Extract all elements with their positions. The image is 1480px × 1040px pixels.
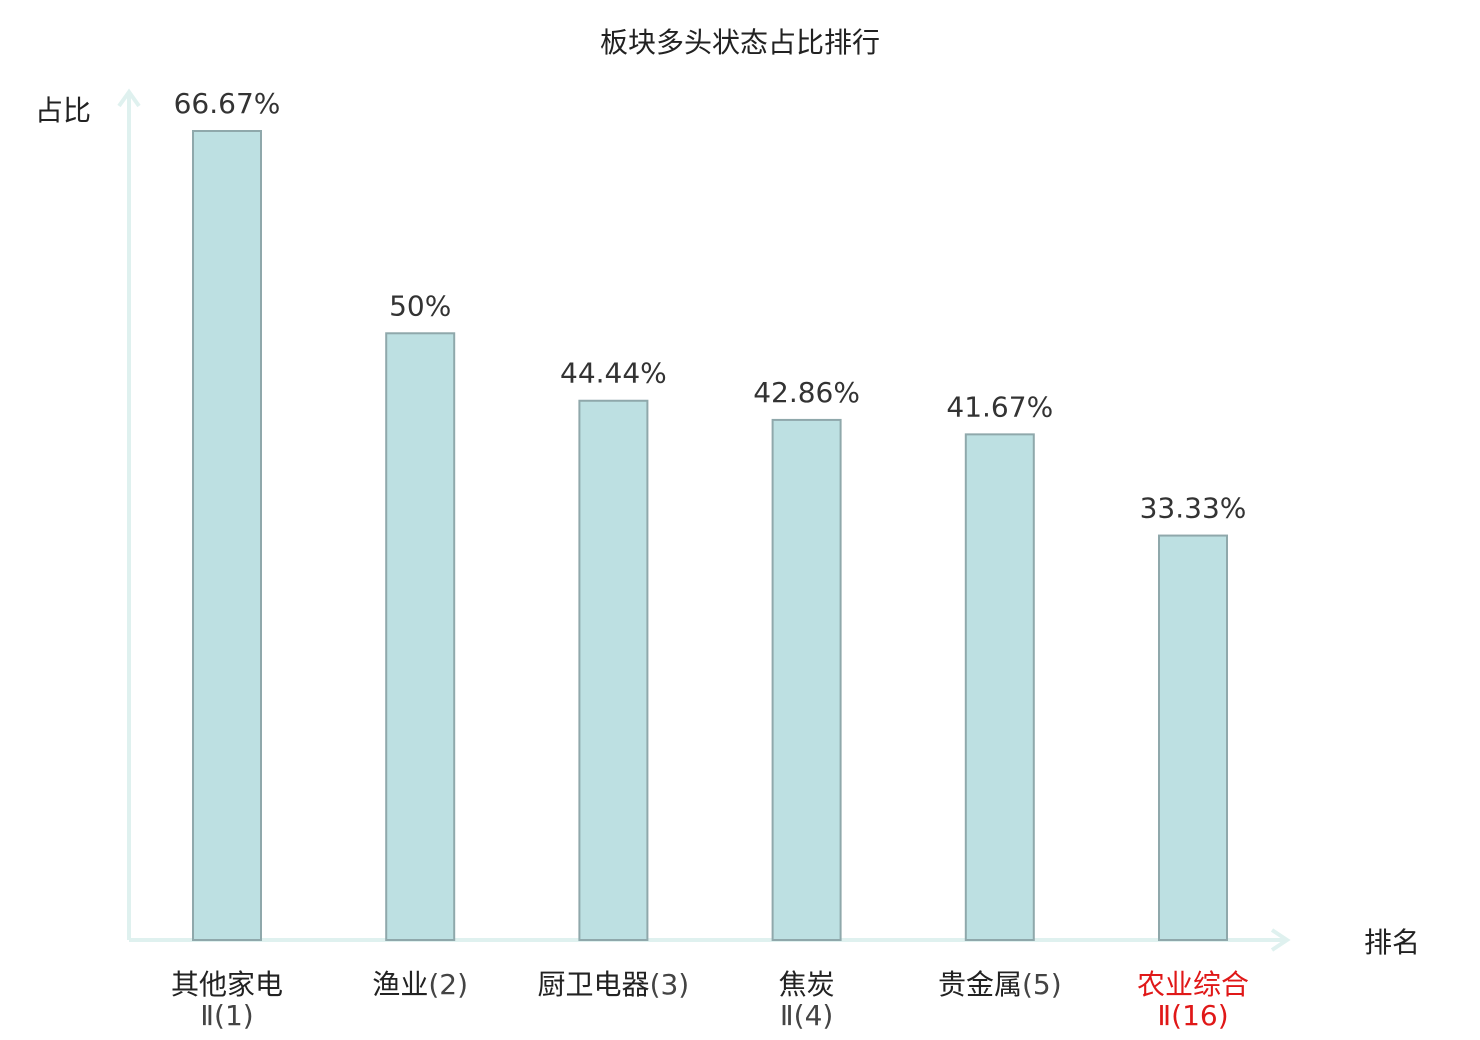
x-tick-rank: Ⅱ(4): [780, 999, 833, 1032]
value-label: 66.67%: [174, 87, 281, 120]
x-tick-name: 农业综合: [1137, 968, 1249, 1001]
x-tick-label: 渔业(2): [372, 968, 468, 1001]
bar: [1158, 534, 1228, 941]
x-tick-name: 焦炭: [779, 968, 835, 1001]
value-label: 42.86%: [753, 376, 860, 409]
category-labels-group: 其他家电 Ⅱ(1) 渔业(2) 厨卫电器(3) 焦炭 Ⅱ(4) 贵金属(5) 农业综合 Ⅱ(16…: [171, 968, 1249, 1032]
x-tick-rank: Ⅱ(16): [1157, 999, 1228, 1032]
x-tick-rank: (2): [428, 968, 468, 1001]
x-tick-label: 焦炭 Ⅱ(4): [779, 968, 835, 1032]
x-tick-name: 其他家电: [171, 968, 283, 1001]
x-tick-label: 农业综合 Ⅱ(16): [1137, 968, 1249, 1032]
value-label: 50%: [389, 289, 451, 322]
y-axis-label: 占比: [35, 94, 91, 127]
bar: [578, 399, 649, 941]
value-label: 33.33%: [1140, 492, 1247, 525]
x-tick-name: 厨卫电器: [538, 968, 650, 1001]
y-axis-arrow: [117, 88, 141, 108]
chart-title: 板块多头状态占比排行: [600, 26, 880, 59]
x-axis-label: 排名: [1364, 926, 1420, 959]
value-label: 41.67%: [946, 390, 1053, 423]
value-label: 44.44%: [560, 357, 667, 390]
x-tick-label: 其他家电 Ⅱ(1): [171, 968, 283, 1032]
x-tick-label: 厨卫电器(3): [538, 968, 690, 1001]
x-axis: [129, 928, 1291, 952]
x-tick-rank: (3): [650, 968, 690, 1001]
x-tick-name: 渔业: [372, 968, 428, 1001]
bar: [192, 130, 262, 941]
x-tick-rank: (5): [1022, 968, 1062, 1001]
value-labels-group: 66.67% 50% 44.44% 42.86% 41.67% 33.33%: [174, 87, 1247, 525]
x-tick-name: 贵金属: [938, 968, 1022, 1001]
bar: [964, 433, 1035, 941]
x-axis-arrow: [1270, 928, 1291, 952]
bars-group: [192, 130, 1228, 941]
bar: [771, 418, 842, 941]
y-axis: [117, 88, 141, 940]
x-tick-rank: Ⅱ(1): [200, 999, 253, 1032]
x-tick-label: 贵金属(5): [938, 968, 1062, 1001]
bar: [385, 332, 456, 941]
